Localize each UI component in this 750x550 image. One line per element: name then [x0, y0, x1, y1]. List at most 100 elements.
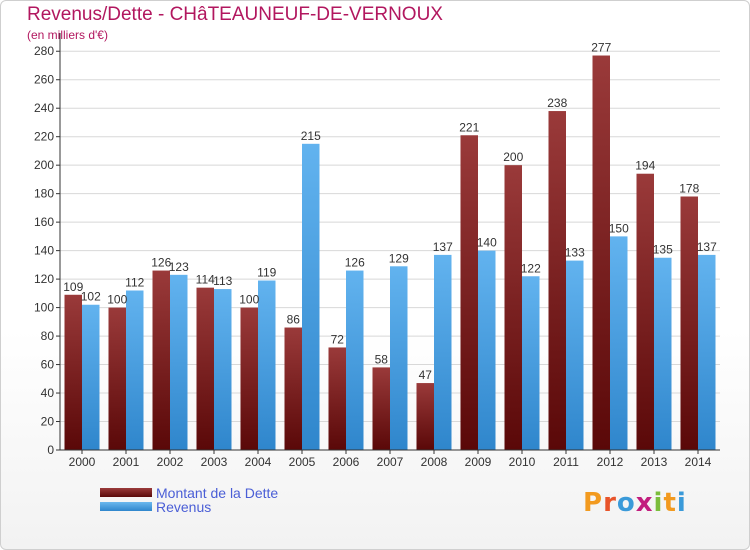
bar-revenus	[170, 274, 188, 450]
x-tick-label: 2009	[465, 455, 492, 469]
value-label-revenus: 126	[345, 256, 365, 270]
y-tick-label: 280	[34, 44, 54, 58]
logo-letter: r	[603, 488, 617, 518]
bar-revenus	[302, 143, 320, 450]
value-label-dette: 58	[375, 352, 389, 366]
x-tick-label: 2003	[201, 455, 228, 469]
bar-revenus	[126, 290, 144, 450]
chart-title: Revenus/Dette - CHâTEAUNEUF-DE-VERNOUX	[27, 4, 443, 25]
y-tick-label: 240	[34, 101, 54, 115]
x-tick-label: 2000	[69, 455, 96, 469]
x-tick-label: 2005	[289, 455, 316, 469]
bar-dette	[240, 307, 258, 450]
value-label-revenus: 133	[565, 246, 585, 260]
x-tick-label: 2013	[641, 455, 668, 469]
y-tick-label: 40	[41, 386, 55, 400]
logo-letter: P	[583, 488, 604, 518]
value-label-dette: 200	[503, 150, 523, 164]
bar-dette	[372, 367, 390, 450]
value-label-dette: 114	[196, 273, 215, 287]
y-tick-label: 20	[41, 415, 55, 429]
chart-subtitle: (en milliers d'€)	[27, 28, 108, 42]
bar-dette	[636, 173, 654, 451]
bar-revenus	[214, 289, 232, 450]
bar-dette	[416, 383, 434, 450]
value-label-revenus: 112	[125, 275, 144, 289]
x-tick-label: 2014	[685, 455, 712, 469]
value-label-revenus: 150	[609, 221, 629, 235]
value-label-dette: 126	[151, 256, 171, 270]
logo-letter: x	[635, 488, 654, 518]
value-label-revenus: 215	[301, 129, 321, 143]
x-tick-label: 2004	[245, 455, 272, 469]
bar-revenus	[610, 236, 628, 450]
value-label-dette: 109	[63, 280, 83, 294]
value-label-revenus: 137	[433, 240, 453, 254]
bar-revenus	[82, 304, 100, 450]
bar-revenus	[346, 270, 364, 450]
x-tick-label: 2008	[421, 455, 448, 469]
value-label-dette: 221	[459, 120, 479, 134]
bar-revenus	[654, 257, 672, 450]
x-tick-label: 2007	[377, 455, 404, 469]
logo-letter: i	[653, 488, 664, 518]
value-label-dette: 47	[419, 368, 433, 382]
value-label-revenus: 137	[697, 240, 717, 254]
value-label-dette: 86	[287, 313, 301, 327]
y-tick-label: 180	[34, 187, 54, 201]
bar-dette	[284, 327, 302, 450]
value-label-revenus: 123	[169, 260, 189, 274]
bar-revenus	[566, 260, 584, 450]
y-tick-label: 200	[34, 158, 54, 172]
x-tick-label: 2012	[597, 455, 624, 469]
legend-label-dette: Montant de la Dette	[156, 485, 279, 501]
bar-revenus	[522, 276, 540, 450]
y-tick-label: 140	[34, 244, 54, 258]
bar-dette	[108, 307, 126, 450]
value-label-revenus: 135	[653, 243, 673, 257]
x-tick-label: 2006	[333, 455, 360, 469]
bar-dette	[680, 196, 698, 450]
value-label-revenus: 129	[389, 251, 409, 265]
value-label-revenus: 102	[81, 290, 101, 304]
bar-revenus	[258, 280, 276, 450]
value-label-dette: 277	[591, 41, 611, 55]
legend-swatch-dette	[100, 488, 152, 497]
y-tick-label: 160	[34, 215, 54, 229]
logo-letter: o	[616, 488, 636, 518]
legend-label-revenus: Revenus	[156, 499, 212, 515]
logo-letter: t	[663, 488, 677, 518]
bar-revenus	[390, 266, 408, 450]
legend-swatch-revenus	[100, 502, 152, 511]
bar-revenus	[478, 250, 496, 450]
bar-revenus	[434, 254, 452, 450]
value-label-revenus: 119	[257, 266, 276, 280]
y-tick-label: 260	[34, 73, 54, 87]
y-tick-label: 80	[41, 329, 55, 343]
y-tick-label: 220	[34, 130, 54, 144]
y-tick-label: 100	[34, 301, 54, 315]
bar-dette	[504, 165, 522, 450]
value-label-revenus: 113	[213, 274, 232, 288]
value-label-dette: 238	[547, 96, 567, 110]
value-label-revenus: 122	[521, 261, 541, 275]
bar-dette	[328, 347, 346, 450]
value-label-dette: 194	[635, 159, 655, 173]
x-tick-label: 2002	[157, 455, 184, 469]
bar-dette	[460, 135, 478, 451]
bar-dette	[548, 111, 566, 450]
logo-letter: i	[676, 488, 687, 518]
bar-revenus	[698, 254, 716, 450]
y-tick-label: 60	[41, 358, 55, 372]
value-label-dette: 178	[679, 182, 699, 196]
y-tick-label: 120	[34, 272, 54, 286]
x-tick-label: 2001	[113, 455, 140, 469]
bar-dette	[152, 270, 170, 450]
value-label-dette: 100	[107, 293, 127, 307]
bar-dette	[196, 287, 214, 450]
bar-dette	[592, 55, 610, 450]
y-tick-label: 0	[47, 443, 54, 457]
proxiti-logo: Proxiti	[583, 488, 687, 518]
value-label-dette: 100	[239, 293, 259, 307]
x-tick-label: 2010	[509, 455, 536, 469]
